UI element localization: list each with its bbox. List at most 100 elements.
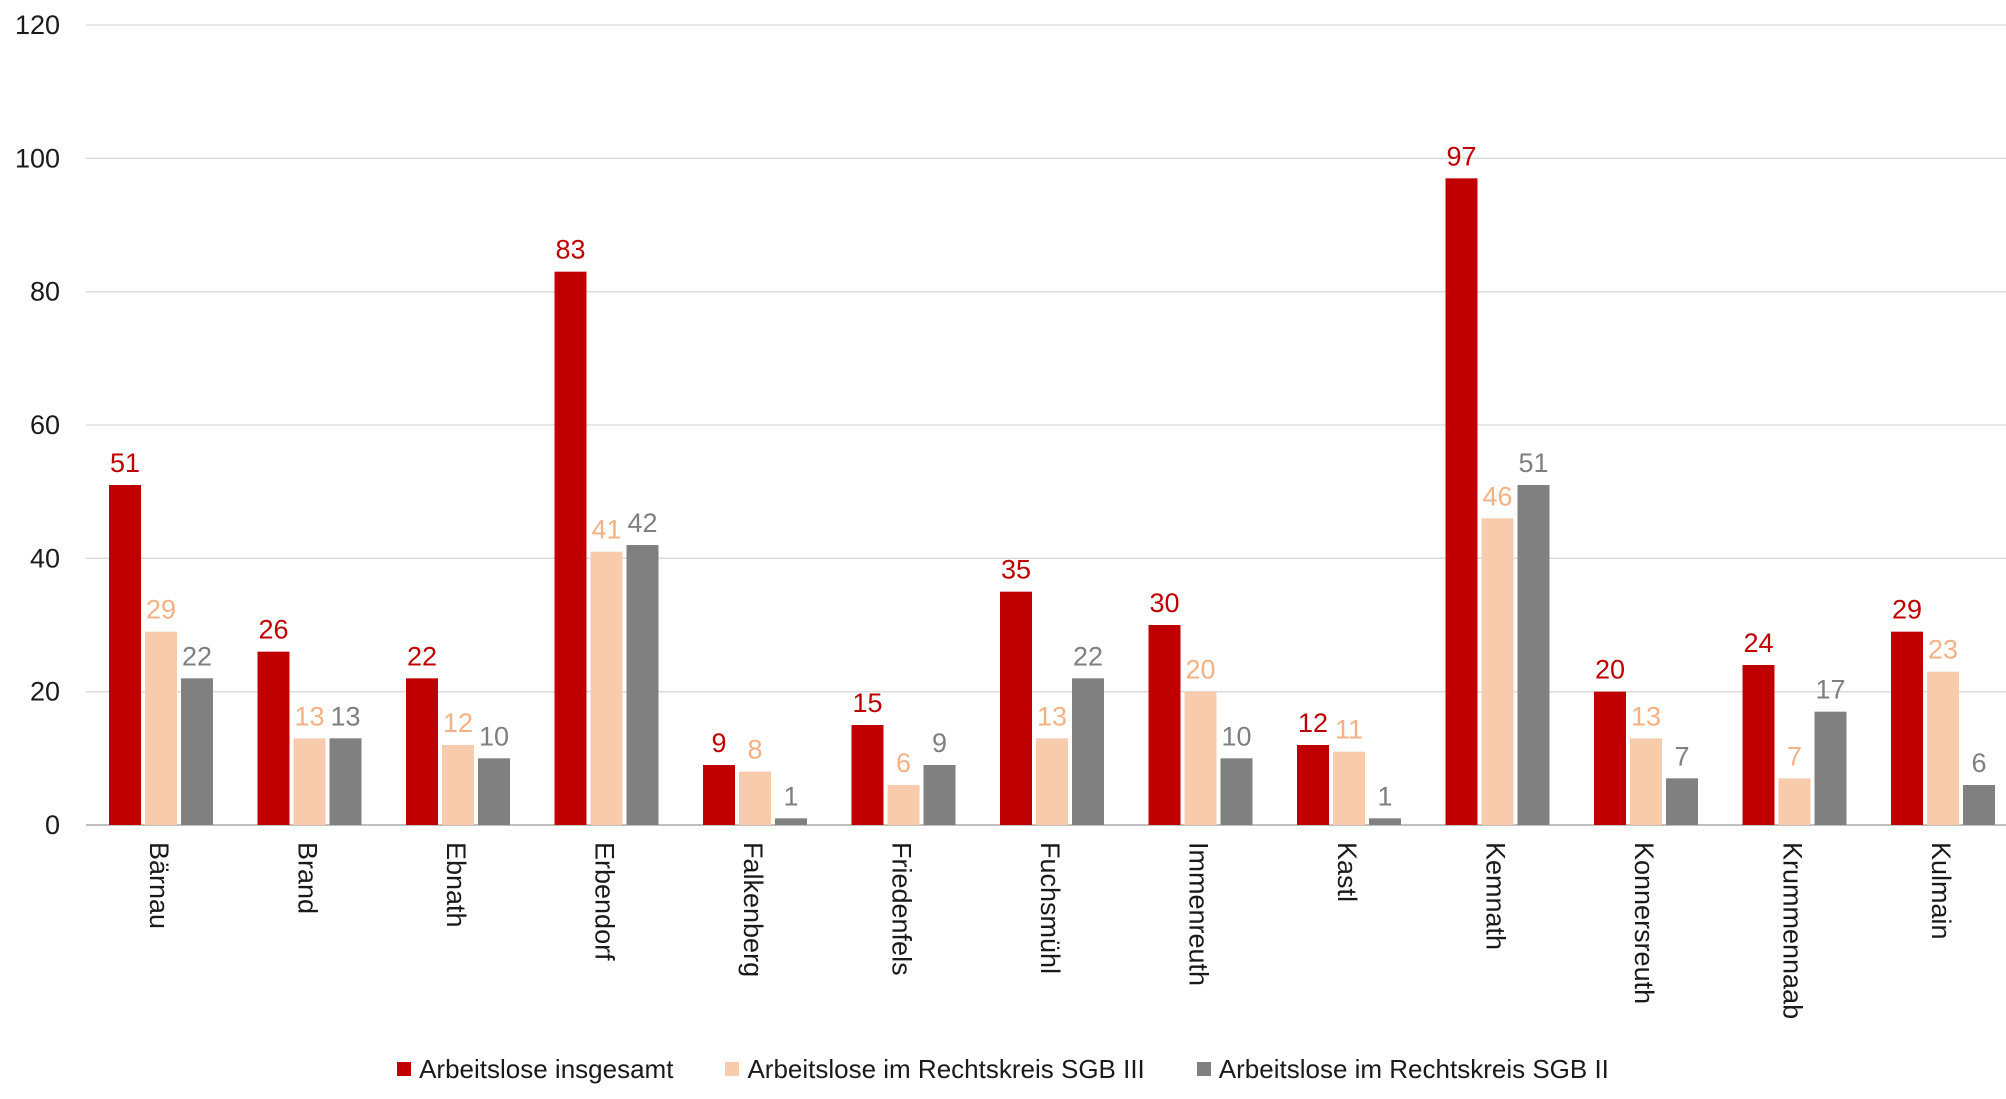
bar (1742, 665, 1775, 825)
y-tick-label: 20 (30, 677, 60, 707)
bar (1594, 691, 1626, 825)
bar (1297, 745, 1329, 825)
data-label: 29 (1892, 595, 1922, 625)
x-tick-label: Erbendorf (590, 842, 620, 961)
data-label: 29 (146, 595, 176, 625)
data-label: 13 (330, 701, 360, 731)
y-tick-label: 40 (30, 543, 60, 573)
legend-label-total: Arbeitslose insgesamt (419, 1053, 674, 1084)
data-label: 35 (1001, 555, 1031, 585)
bar (1148, 625, 1181, 825)
bar (1000, 591, 1032, 825)
bar (703, 765, 735, 825)
x-tick-label: Falkenberg (738, 842, 768, 977)
data-label: 1 (783, 781, 798, 811)
y-tick-label: 60 (30, 410, 60, 440)
bar (775, 818, 807, 825)
bar (554, 271, 587, 826)
data-label: 42 (627, 508, 657, 538)
data-label: 20 (1185, 655, 1215, 685)
bar (1333, 751, 1365, 825)
legend-item-total: Arbeitslose insgesamt (397, 1052, 673, 1086)
data-label: 97 (1446, 141, 1476, 171)
data-label: 12 (1298, 708, 1328, 738)
data-label: 23 (1928, 635, 1958, 665)
bar (181, 678, 213, 825)
data-label: 51 (110, 448, 140, 478)
legend-item-sgb2: Arbeitslose im Rechtskreis SGB II (1196, 1052, 1609, 1086)
data-label: 22 (1073, 641, 1103, 671)
bar (923, 765, 956, 825)
data-label: 9 (932, 728, 947, 758)
bar (442, 745, 474, 825)
legend-swatch-sgb2 (1196, 1062, 1211, 1076)
legend-swatch-sgb3 (725, 1062, 740, 1076)
data-label: 51 (1518, 448, 1548, 478)
data-label: 13 (1631, 701, 1661, 731)
data-label: 7 (1674, 741, 1689, 771)
bar (1517, 485, 1550, 825)
data-label: 17 (1815, 675, 1845, 705)
x-tick-label: Brand (293, 842, 323, 914)
bar (1369, 818, 1401, 825)
data-label: 46 (1482, 481, 1512, 511)
bar (1891, 631, 1923, 825)
data-label: 26 (258, 615, 288, 645)
data-label: 11 (1335, 715, 1363, 745)
data-label: 83 (555, 235, 585, 265)
bar (406, 678, 438, 825)
legend: Arbeitslose insgesamt Arbeitslose im Rec… (0, 1052, 2006, 1086)
bar (1630, 738, 1662, 825)
data-label: 13 (1037, 701, 1067, 731)
legend-item-sgb3: Arbeitslose im Rechtskreis SGB III (725, 1052, 1145, 1086)
y-tick-label: 80 (30, 277, 60, 307)
bar (1481, 518, 1514, 825)
bar (1072, 678, 1104, 825)
x-tick-label: Krummennaab (1778, 842, 1808, 1019)
bar (329, 738, 362, 825)
bar (1927, 671, 1959, 825)
legend-swatch-total (397, 1062, 412, 1076)
y-tick-label: 100 (15, 143, 60, 173)
bar (293, 738, 326, 825)
x-tick-label: Fuchsmühl (1035, 842, 1065, 974)
bar (739, 771, 771, 825)
bar (109, 485, 141, 825)
x-tick-label: Bärnau (144, 842, 174, 929)
bar (478, 758, 510, 825)
data-label: 41 (591, 515, 621, 545)
bar (1184, 691, 1217, 825)
data-label: 8 (747, 735, 762, 765)
x-tick-label: Immenreuth (1184, 842, 1214, 986)
bar (1814, 711, 1847, 825)
data-label: 24 (1743, 628, 1773, 658)
data-label: 6 (896, 748, 911, 778)
legend-label-sgb3: Arbeitslose im Rechtskreis SGB III (747, 1053, 1145, 1084)
bar (257, 651, 290, 825)
data-label: 13 (294, 701, 324, 731)
data-label: 20 (1595, 655, 1625, 685)
data-label: 6 (1971, 748, 1986, 778)
x-tick-label: Konnersreuth (1629, 842, 1659, 1004)
data-label: 10 (1221, 721, 1251, 751)
data-label: 7 (1787, 741, 1802, 771)
bar (145, 631, 177, 825)
data-label: 10 (479, 721, 509, 751)
x-tick-label: Kemnath (1481, 842, 1511, 950)
x-tick-label: Ebnath (441, 842, 471, 928)
data-label: 30 (1149, 588, 1179, 618)
bar (887, 785, 920, 825)
data-label: 15 (852, 688, 882, 718)
bar (1778, 778, 1811, 825)
bar (590, 551, 623, 825)
x-tick-label: Kastl (1332, 842, 1362, 902)
legend-label-sgb2: Arbeitslose im Rechtskreis SGB II (1218, 1053, 1609, 1084)
data-label: 1 (1377, 781, 1392, 811)
bar (851, 725, 884, 825)
bar (1036, 738, 1068, 825)
data-label: 12 (443, 708, 473, 738)
bar (1220, 758, 1253, 825)
data-label: 9 (711, 728, 726, 758)
data-label: 22 (407, 641, 437, 671)
